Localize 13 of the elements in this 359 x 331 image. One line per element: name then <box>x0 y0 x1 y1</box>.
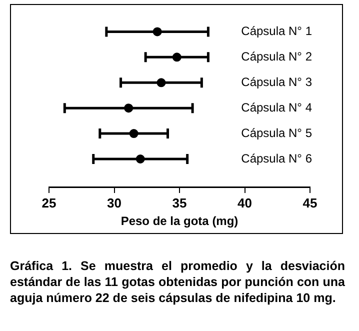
y-tick-label: Cápsula N° 3 <box>241 74 312 89</box>
text: Gráfica 1. Se muestra el promedio y la desviación estándar de las 11 gotas obtenidas por punción con una aguja número 22 de seis cápsulas de nifedipina 10 mg. <box>10 258 345 306</box>
x-axis-title: Peso de la gota (mg) <box>120 214 238 228</box>
y-tick-label: Cápsula N° 2 <box>241 49 312 64</box>
y-tick-label: Cápsula N° 4 <box>241 100 312 114</box>
x-tick-label: 35 <box>172 195 187 210</box>
x-tick-label: 45 <box>302 195 318 210</box>
x-tick-label: 30 <box>107 195 122 210</box>
y-tick-label: Cápsula N° 5 <box>241 126 312 140</box>
y-tick-label: Cápsula N° 1 <box>241 24 312 38</box>
y-tick-label: Cápsula N° 6 <box>241 151 312 166</box>
x-tick-label: 25 <box>42 195 56 210</box>
x-tick-label: 40 <box>238 195 252 210</box>
